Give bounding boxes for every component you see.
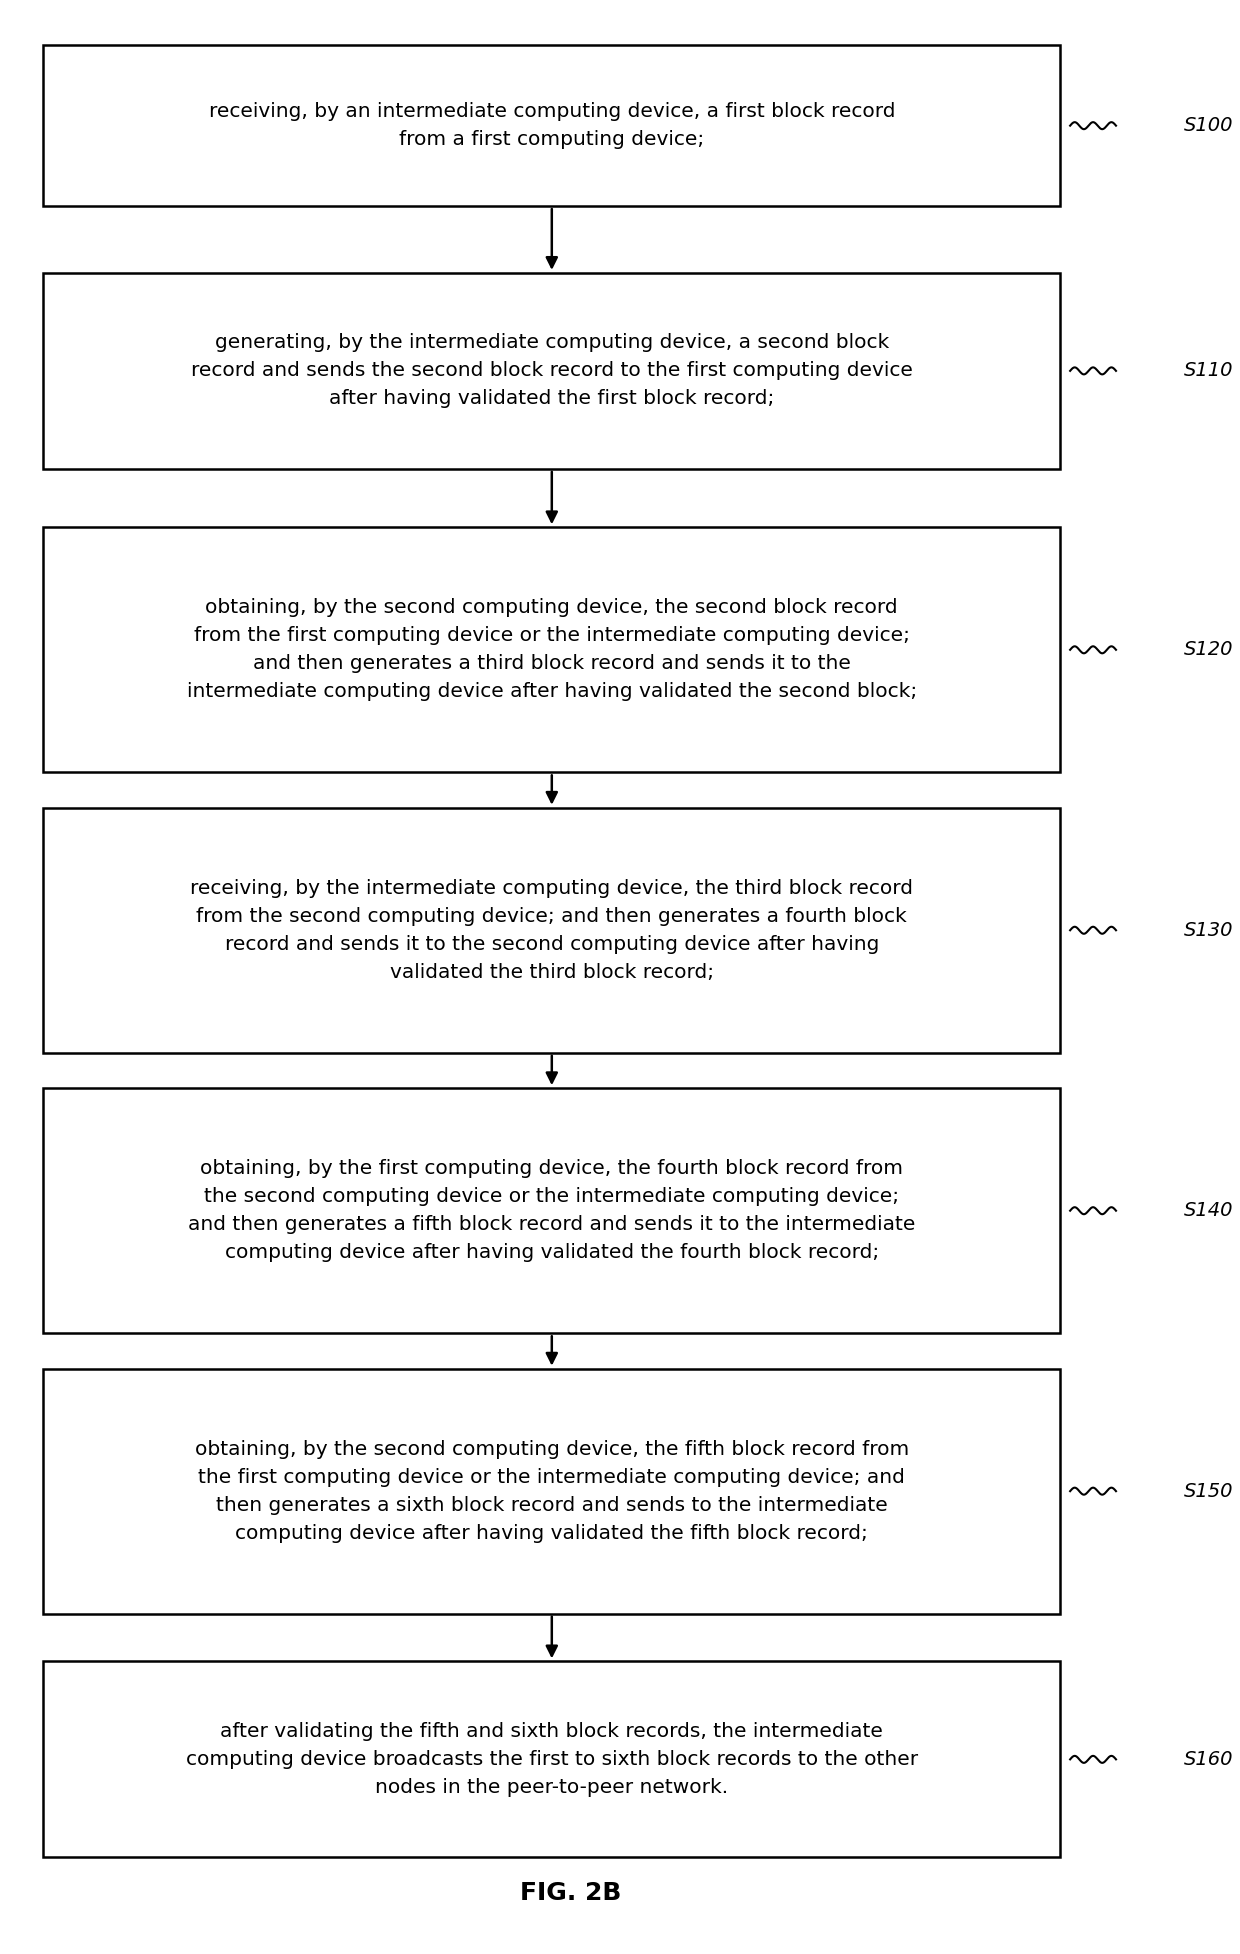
Bar xyxy=(43,807,1060,1053)
Bar xyxy=(43,274,1060,469)
Bar xyxy=(43,1088,1060,1333)
Text: S110: S110 xyxy=(1184,361,1234,381)
Text: obtaining, by the first computing device, the fourth block record from
the secon: obtaining, by the first computing device… xyxy=(188,1159,915,1262)
Text: after validating the fifth and sixth block records, the intermediate
computing d: after validating the fifth and sixth blo… xyxy=(186,1721,918,1798)
Text: S150: S150 xyxy=(1184,1481,1234,1501)
Bar xyxy=(43,45,1060,205)
Text: S120: S120 xyxy=(1184,641,1234,658)
Text: receiving, by the intermediate computing device, the third block record
from the: receiving, by the intermediate computing… xyxy=(190,879,914,981)
Text: receiving, by an intermediate computing device, a first block record
from a firs: receiving, by an intermediate computing … xyxy=(208,102,895,149)
Text: S160: S160 xyxy=(1184,1751,1234,1768)
Bar xyxy=(43,528,1060,772)
Text: generating, by the intermediate computing device, a second block
record and send: generating, by the intermediate computin… xyxy=(191,334,913,408)
Bar xyxy=(43,1368,1060,1614)
Text: S100: S100 xyxy=(1184,115,1234,135)
Text: S140: S140 xyxy=(1184,1202,1234,1219)
Text: FIG. 2B: FIG. 2B xyxy=(520,1880,621,1905)
Text: obtaining, by the second computing device, the second block record
from the firs: obtaining, by the second computing devic… xyxy=(187,598,916,701)
Text: obtaining, by the second computing device, the fifth block record from
the first: obtaining, by the second computing devic… xyxy=(195,1440,909,1542)
Bar xyxy=(43,1661,1060,1858)
Text: S130: S130 xyxy=(1184,920,1234,940)
